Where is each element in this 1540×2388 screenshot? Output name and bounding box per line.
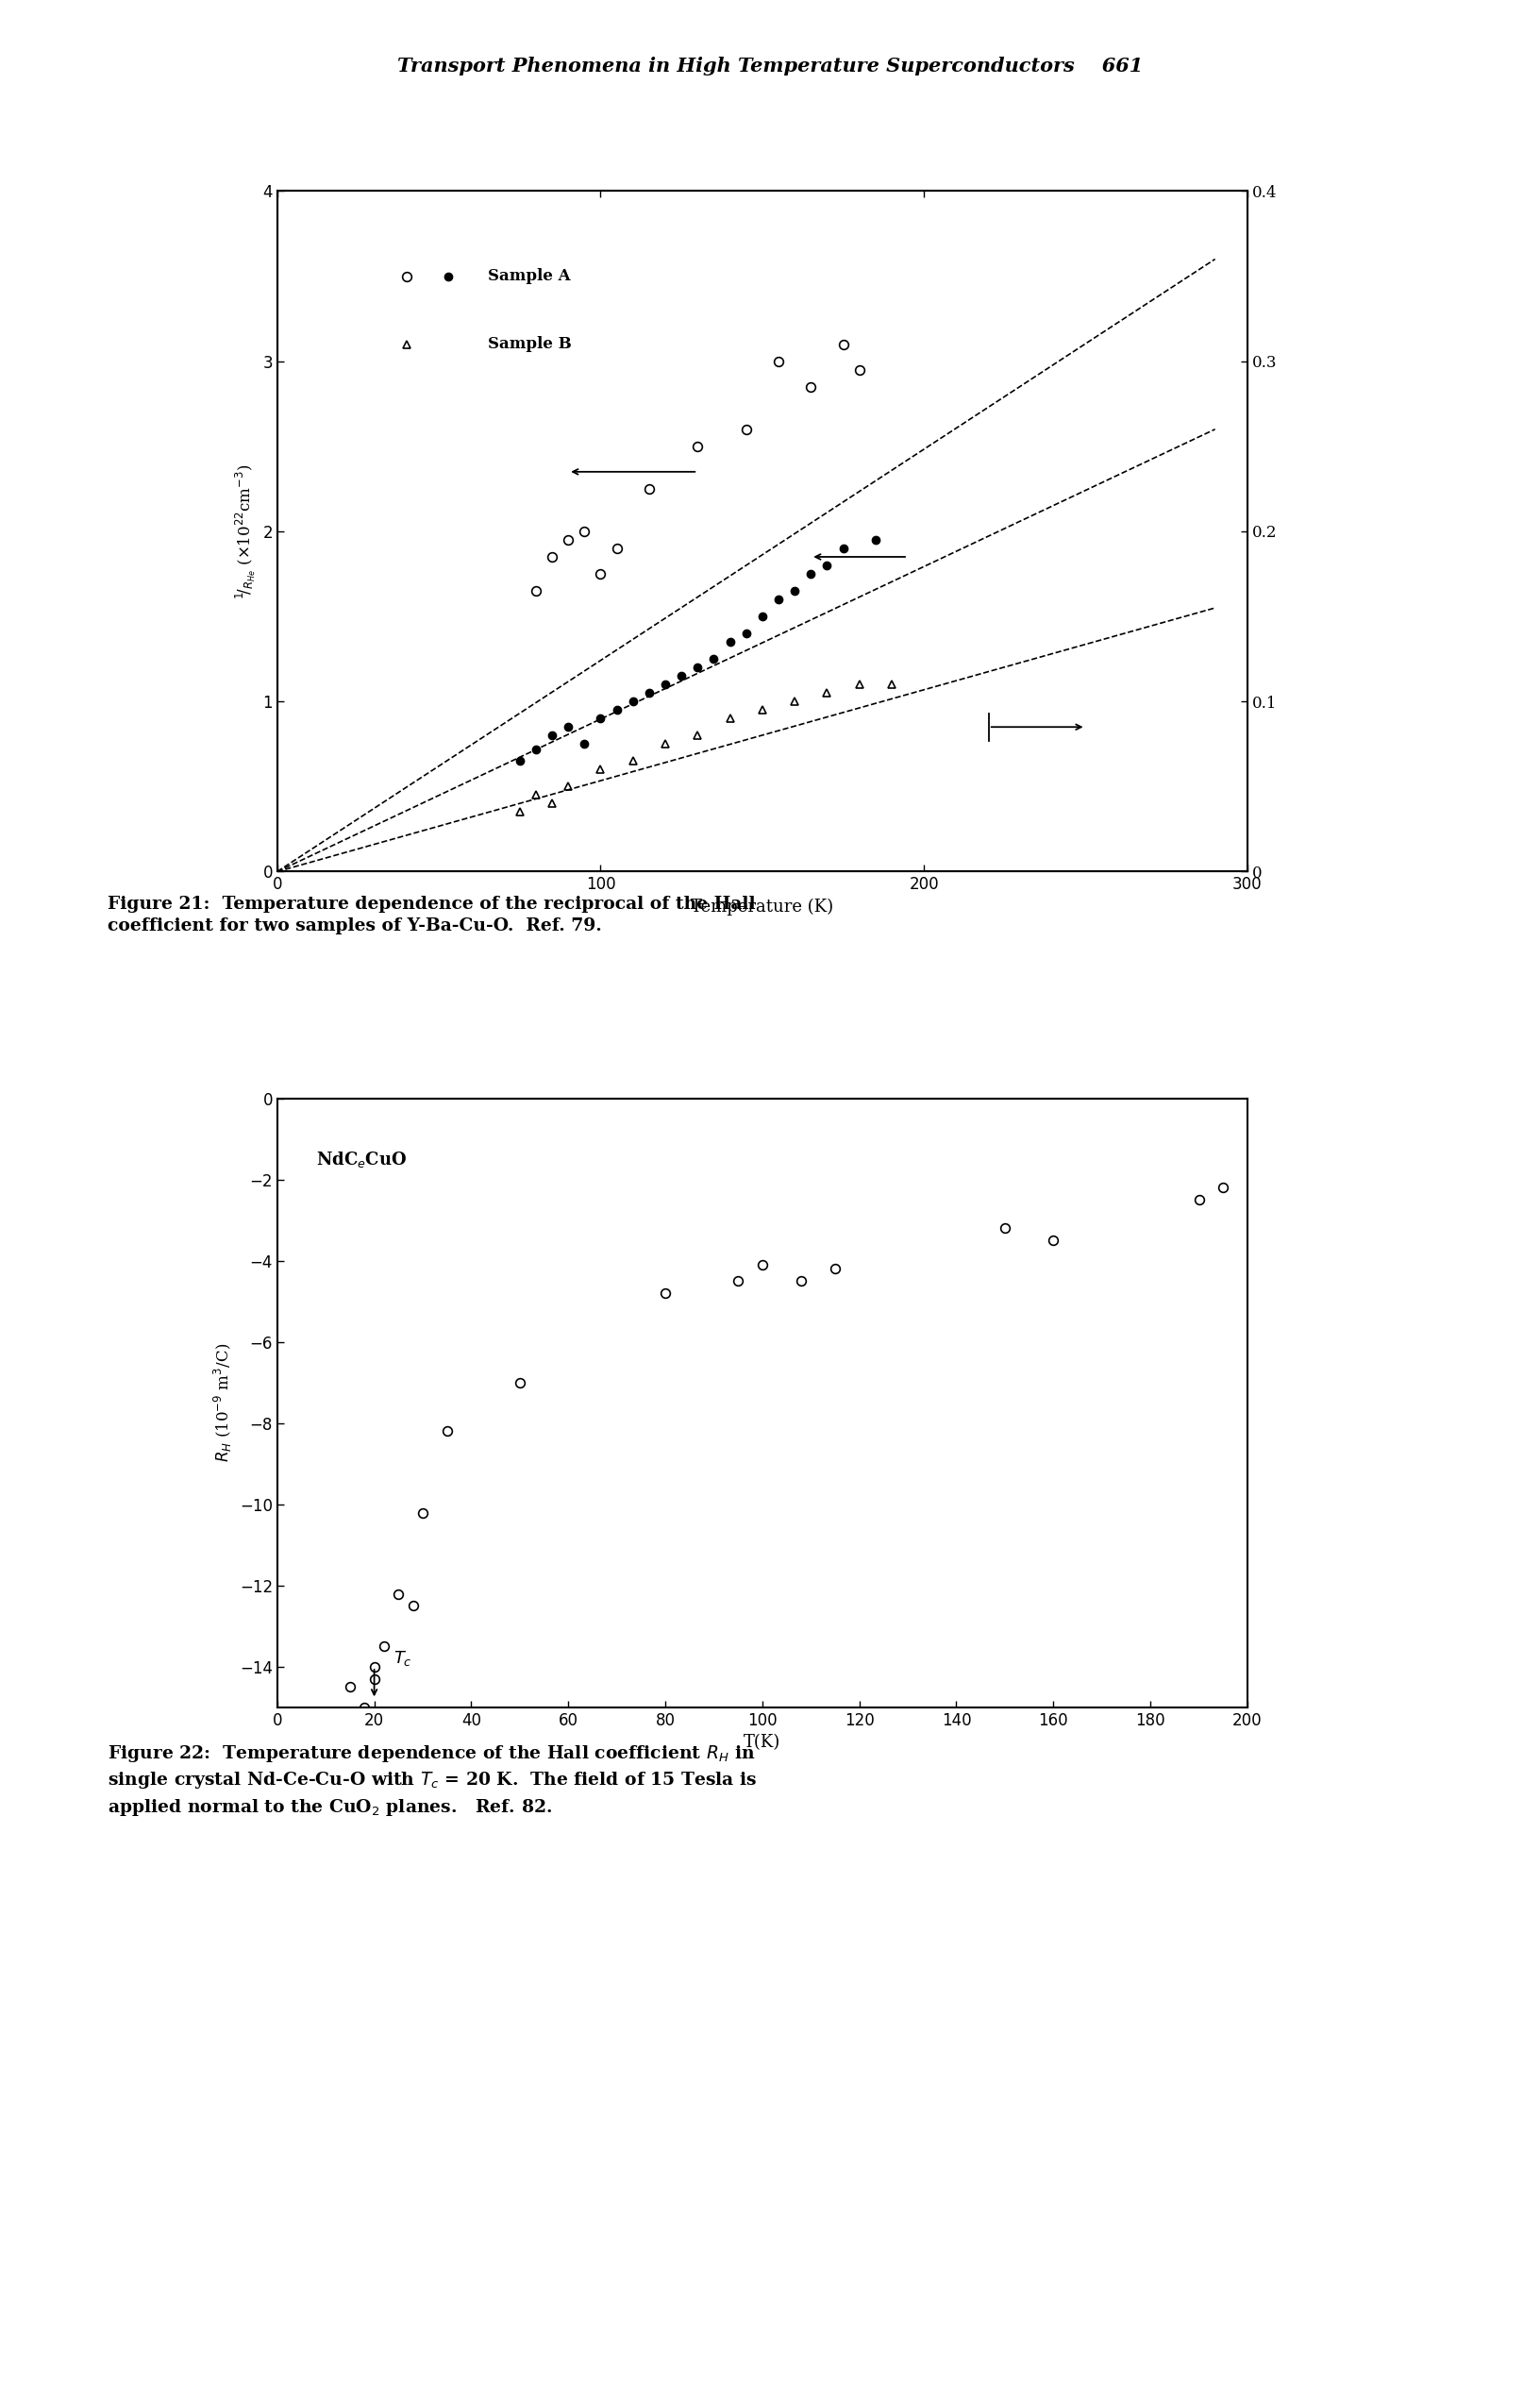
X-axis label: T(K): T(K) [744,1734,781,1750]
Y-axis label: $^1\!/_{R_{He}}$ ($\times$10$^{22}$cm$^{-3}$): $^1\!/_{R_{He}}$ ($\times$10$^{22}$cm$^{… [234,463,257,599]
Text: Sample A: Sample A [487,267,570,284]
Text: Transport Phenomena in High Temperature Superconductors    661: Transport Phenomena in High Temperature … [397,57,1143,74]
Text: NdC$_e$CuO: NdC$_e$CuO [316,1149,407,1170]
Text: Sample B: Sample B [487,337,571,351]
X-axis label: Temperature (K): Temperature (K) [691,898,833,915]
Text: Figure 21:  Temperature dependence of the reciprocal of the Hall
coefficient for: Figure 21: Temperature dependence of the… [108,896,756,934]
Text: $T_c$: $T_c$ [394,1650,413,1669]
Y-axis label: $R_H$ (10$^{-9}$ m$^3$/C): $R_H$ (10$^{-9}$ m$^3$/C) [213,1344,234,1461]
Text: Figure 22:  Temperature dependence of the Hall coefficient $R_H$ in
single cryst: Figure 22: Temperature dependence of the… [108,1743,758,1817]
